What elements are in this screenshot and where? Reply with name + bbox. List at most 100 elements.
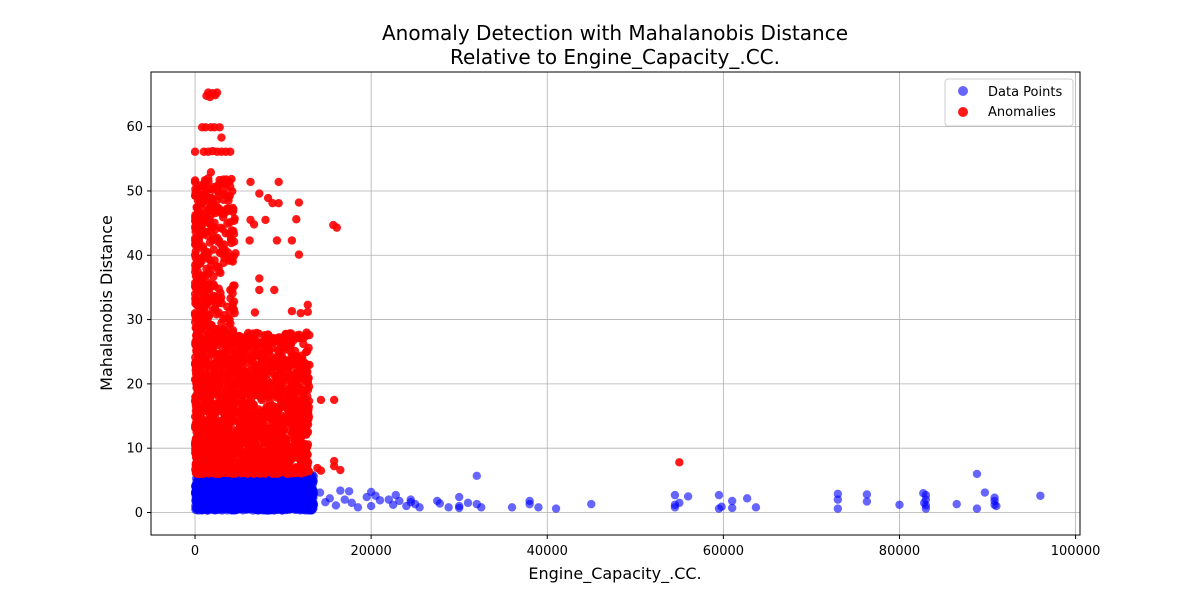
scatter-point bbox=[261, 356, 270, 366]
scatter-point bbox=[190, 308, 200, 318]
scatter-point bbox=[833, 495, 843, 504]
scatter-point bbox=[259, 502, 268, 511]
scatter-point bbox=[303, 307, 312, 317]
scatter-point bbox=[276, 484, 286, 494]
scatter-point bbox=[211, 430, 221, 439]
scatter-point bbox=[253, 363, 263, 373]
scatter-point bbox=[261, 332, 270, 341]
scatter-point bbox=[191, 294, 200, 303]
scatter-point bbox=[272, 236, 282, 245]
scatter-point bbox=[191, 215, 201, 225]
scatter-point bbox=[198, 320, 208, 329]
scatter-point bbox=[248, 370, 258, 379]
scatter-point bbox=[249, 220, 259, 229]
scatter-point bbox=[204, 417, 214, 426]
scatter-point bbox=[284, 456, 293, 465]
scatter-point bbox=[287, 386, 297, 396]
scatter-point bbox=[200, 430, 209, 439]
scatter-point bbox=[207, 409, 217, 419]
legend-anomalies-label: Anomalies bbox=[988, 105, 1056, 120]
scatter-point bbox=[234, 331, 244, 341]
scatter-point bbox=[287, 307, 297, 316]
scatter-point bbox=[212, 467, 221, 477]
scatter-point bbox=[272, 361, 282, 370]
scatter-point bbox=[209, 232, 219, 241]
scatter-point bbox=[336, 465, 345, 475]
x-axis-ticks: 0 20000 40000 60000 80000 100000 bbox=[191, 535, 1100, 559]
x-tick-label: 20000 bbox=[350, 544, 391, 559]
scatter-point bbox=[225, 315, 234, 324]
scatter-point bbox=[228, 326, 238, 335]
scatter-point bbox=[952, 499, 961, 509]
scatter-point bbox=[206, 168, 216, 177]
scatter-point bbox=[204, 278, 213, 288]
scatter-point bbox=[301, 493, 311, 502]
scatter-point bbox=[232, 462, 241, 471]
scatter-point bbox=[227, 404, 237, 413]
legend-data-points-label: Data Points bbox=[988, 85, 1062, 100]
scatter-point bbox=[276, 339, 285, 349]
scatter-point bbox=[214, 266, 224, 276]
scatter-point bbox=[214, 284, 224, 293]
scatter-point bbox=[238, 395, 247, 404]
scatter-point bbox=[230, 308, 239, 318]
scatter-point bbox=[192, 443, 201, 452]
scatter-point bbox=[209, 245, 218, 254]
scatter-point bbox=[226, 147, 235, 156]
scatter-point bbox=[253, 391, 262, 400]
scatter-point bbox=[336, 486, 345, 495]
chart-title-line2: Relative to Engine_Capacity_.CC. bbox=[450, 45, 780, 69]
scatter-point bbox=[203, 403, 213, 412]
scatter-point bbox=[246, 390, 255, 400]
scatter-point bbox=[675, 458, 684, 467]
scatter-point bbox=[250, 308, 260, 317]
grid-lines bbox=[151, 72, 1080, 535]
anomalies-series bbox=[190, 88, 684, 479]
scatter-point bbox=[217, 299, 227, 308]
scatter-point bbox=[331, 501, 341, 510]
scatter-point bbox=[283, 403, 292, 413]
scatter-point bbox=[190, 176, 200, 185]
scatter-point bbox=[190, 191, 200, 200]
scatter-point bbox=[239, 432, 249, 441]
scatter-point bbox=[265, 387, 275, 396]
scatter-point bbox=[296, 308, 305, 318]
scatter-point bbox=[388, 500, 398, 509]
scatter-point bbox=[833, 504, 843, 513]
scatter-point bbox=[289, 481, 298, 491]
scatter-point bbox=[833, 489, 843, 499]
scatter-point bbox=[291, 418, 300, 427]
scatter-point bbox=[587, 499, 596, 509]
scatter-point bbox=[291, 436, 300, 445]
scatter-point bbox=[198, 354, 207, 363]
scatter-point bbox=[261, 458, 270, 467]
scatter-point bbox=[263, 489, 273, 498]
y-tick-label: 0 bbox=[135, 506, 143, 521]
scatter-point bbox=[208, 185, 217, 195]
scatter-point bbox=[226, 485, 235, 495]
scatter-point bbox=[246, 177, 255, 187]
scatter-point bbox=[972, 504, 982, 513]
scatter-point bbox=[251, 501, 261, 511]
scatter-point bbox=[190, 147, 200, 156]
scatter-point bbox=[302, 458, 311, 467]
scatter-point bbox=[199, 190, 208, 199]
scatter-point bbox=[210, 367, 220, 376]
scatter-point bbox=[215, 248, 225, 258]
scatter-point bbox=[206, 256, 215, 265]
scatter-point bbox=[217, 370, 227, 380]
scatter-point bbox=[218, 213, 228, 222]
scatter-point bbox=[507, 503, 517, 512]
x-tick-label: 60000 bbox=[703, 544, 744, 559]
scatter-point bbox=[325, 494, 334, 503]
scatter-point bbox=[200, 368, 210, 377]
x-axis-label: Engine_Capacity_.CC. bbox=[528, 564, 701, 584]
scatter-point bbox=[294, 198, 304, 207]
scatter-point bbox=[222, 348, 231, 357]
scatter-point bbox=[215, 123, 224, 132]
scatter-point bbox=[224, 503, 233, 512]
scatter-point bbox=[274, 177, 283, 187]
scatter-point bbox=[278, 375, 287, 384]
scatter-point bbox=[293, 445, 302, 454]
scatter-point bbox=[190, 267, 200, 277]
